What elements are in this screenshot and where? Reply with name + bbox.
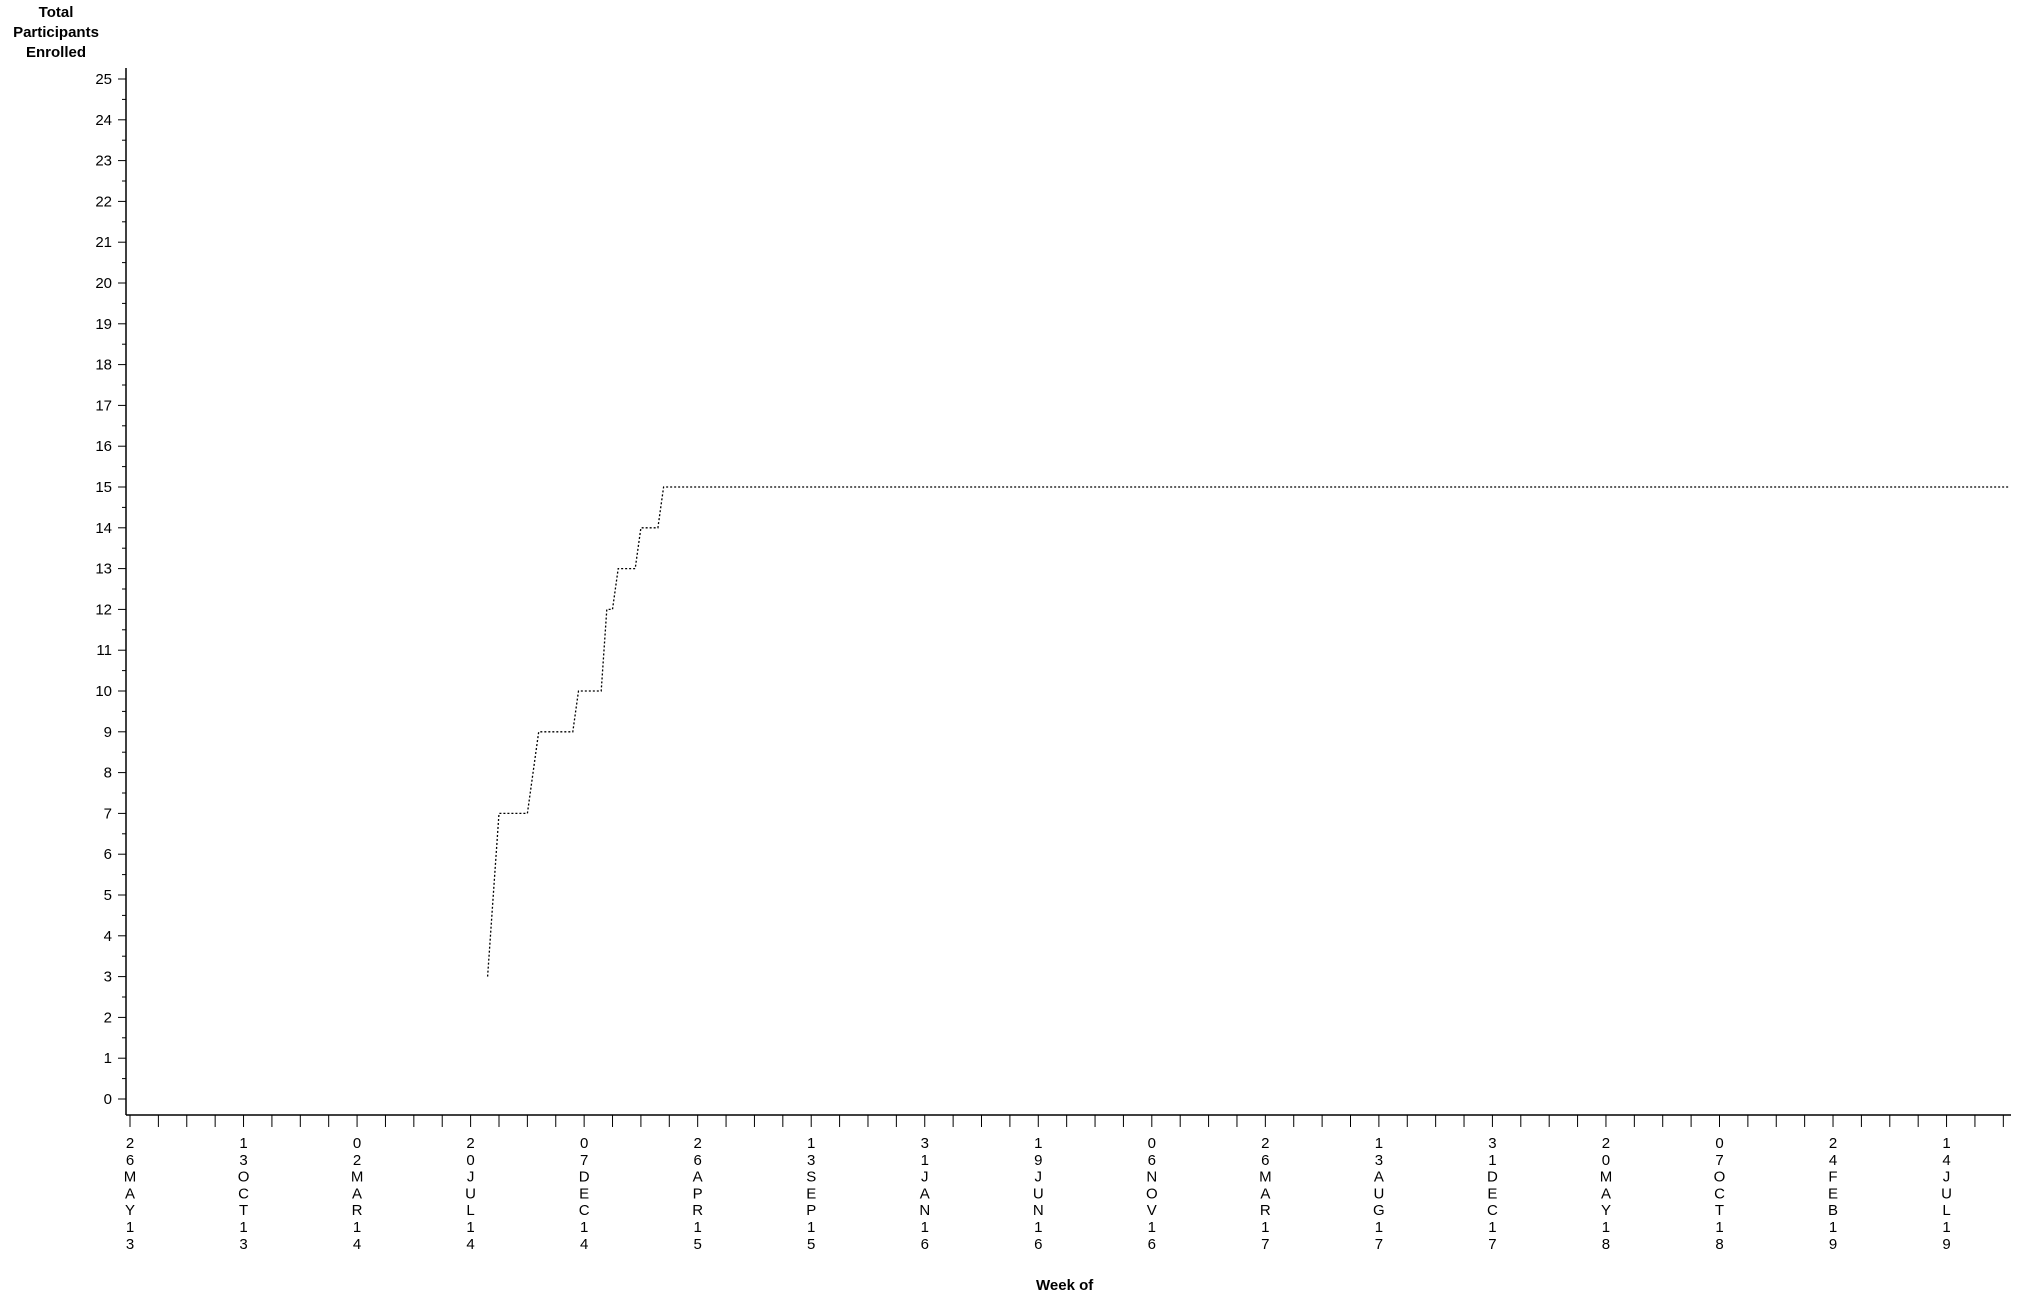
y-tick-label: 10 <box>95 683 112 700</box>
y-axis: 0123456789101112131415161718192021222324… <box>95 68 127 1115</box>
x-axis-title: Week of <box>1036 1277 1094 1294</box>
y-tick-label: 12 <box>95 601 112 618</box>
y-tick-label: 17 <box>95 397 112 414</box>
y-tick-label: 15 <box>95 479 112 496</box>
y-axis-title-line-1: Total <box>38 4 74 21</box>
y-tick-label: 24 <box>95 112 112 129</box>
y-axis-title-line-2: Participants <box>13 24 99 41</box>
y-tick-label: 13 <box>95 561 112 578</box>
y-tick-label: 6 <box>104 846 112 863</box>
y-axis-title-line-3: Enrolled <box>25 44 86 61</box>
x-axis: 2 6 M A Y 1 3 1 3 O C T 1 3 0 2 M A R 1 4 2 0 J U L 1 4 0 7 D E C 1 4 2 6 A P R… <box>124 1114 2011 1253</box>
y-tick-label: 9 <box>104 724 112 741</box>
y-tick-label: 2 <box>104 1009 112 1026</box>
y-tick-label: 0 <box>104 1091 112 1108</box>
y-tick-label: 3 <box>104 969 112 986</box>
y-axis-title: Total Participants Enrolled <box>0 3 112 63</box>
y-tick-label: 18 <box>95 357 112 374</box>
y-tick-label: 20 <box>95 275 112 292</box>
y-tick-label: 21 <box>95 234 112 251</box>
y-tick-label: 23 <box>95 153 112 170</box>
y-tick-label: 5 <box>104 887 112 904</box>
y-tick-label: 4 <box>104 928 112 945</box>
y-tick-label: 25 <box>95 71 112 88</box>
y-tick-label: 11 <box>96 642 112 659</box>
plot-area <box>486 486 2009 977</box>
y-tick-label: 14 <box>95 520 112 537</box>
y-tick-label: 1 <box>104 1050 112 1067</box>
y-tick-label: 8 <box>104 765 112 782</box>
y-tick-label: 22 <box>95 193 112 210</box>
series-line-1 <box>486 486 2009 977</box>
y-tick-label: 19 <box>95 316 112 333</box>
y-tick-label: 7 <box>104 805 112 822</box>
y-tick-label: 16 <box>95 438 112 455</box>
